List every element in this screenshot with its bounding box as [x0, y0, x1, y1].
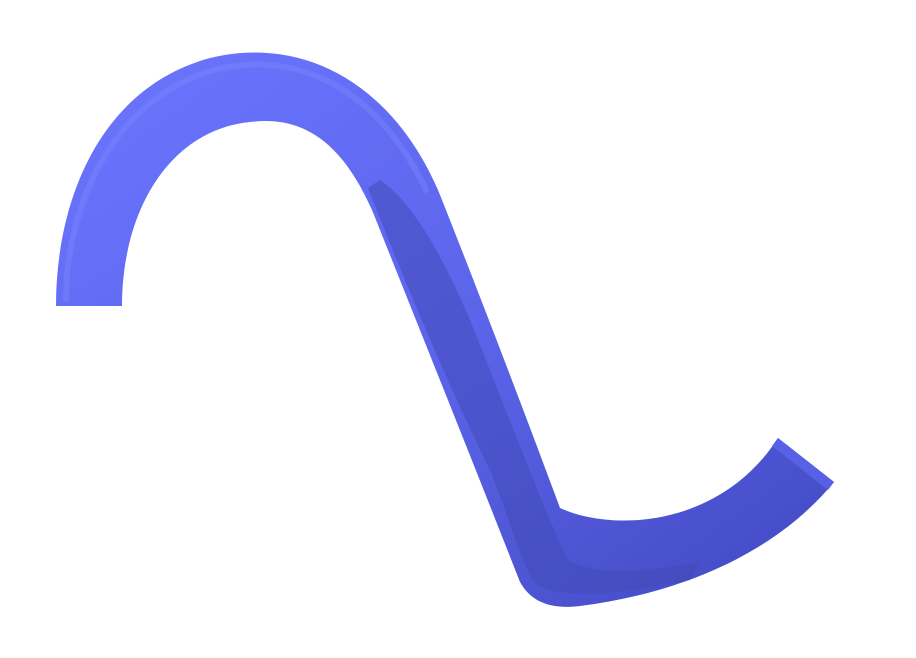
tube-highlight	[63, 61, 429, 303]
tube-shadow-segment	[368, 180, 700, 594]
tube-end-cap-right	[772, 438, 834, 490]
